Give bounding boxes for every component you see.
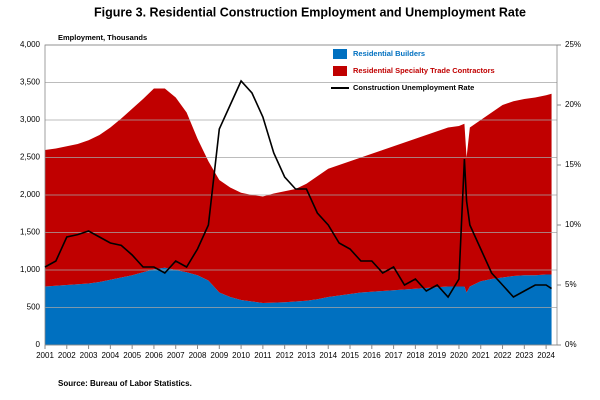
y-tick-label: 500: [27, 303, 41, 312]
area: [45, 267, 552, 345]
y-tick-label: 3,000: [20, 115, 41, 124]
legend-label: Residential Builders: [353, 49, 425, 58]
source: Source: Bureau of Labor Statistics.: [58, 379, 192, 388]
chart-title: Figure 3. Residential Construction Emplo…: [94, 5, 526, 19]
x-tick-label: 2012: [276, 351, 294, 360]
y2-tick-label: 0%: [565, 340, 577, 349]
x-tick-label: 2010: [232, 351, 250, 360]
x-tick-label: 2015: [341, 351, 359, 360]
y2-tick-label: 25%: [565, 40, 581, 49]
x-tick-label: 2019: [428, 351, 446, 360]
x-tick-label: 2002: [58, 351, 76, 360]
legend-label: Construction Unemployment Rate: [353, 83, 474, 92]
x-tick-label: 2014: [319, 351, 337, 360]
line: [44, 79, 552, 299]
x-tick-label: 2017: [385, 351, 403, 360]
x-tick-label: 2021: [472, 351, 490, 360]
y2-tick-label: 10%: [565, 220, 581, 229]
legend-swatch: [333, 49, 347, 59]
y-tick-label: 2,000: [20, 190, 41, 199]
y2-tick-label: 5%: [565, 280, 577, 289]
y-tick-label: 3,500: [20, 78, 41, 87]
x-tick-label: 2005: [123, 351, 141, 360]
x-tick-label: 2016: [363, 351, 381, 360]
x-tick-label: 2018: [406, 351, 424, 360]
plot-frame: [44, 44, 558, 346]
area: [45, 88, 552, 303]
y-tick-label: 0: [36, 340, 41, 349]
y-axis-label: Employment, Thousands: [58, 33, 147, 42]
x-tick-label: 2003: [80, 351, 98, 360]
y2-tick-label: 15%: [565, 160, 581, 169]
x-tick-label: 2022: [494, 351, 512, 360]
x-tick-label: 2009: [210, 351, 228, 360]
legend-swatch: [333, 66, 347, 76]
x-tick-label: 2001: [36, 351, 54, 360]
y-tick-label: 1,000: [20, 265, 41, 274]
y-tick-label: 1,500: [20, 228, 41, 237]
y2-tick-label: 20%: [565, 100, 581, 109]
x-tick-label: 2024: [537, 351, 555, 360]
x-tick-label: 2008: [189, 351, 207, 360]
y-tick-label: 4,000: [20, 40, 41, 49]
x-tick-label: 2006: [145, 351, 163, 360]
y-tick-label: 2,500: [20, 153, 41, 162]
x-tick-label: 2020: [450, 351, 468, 360]
x-tick-label: 2004: [101, 351, 119, 360]
legend-label: Residential Specialty Trade Contractors: [353, 66, 495, 75]
x-tick-label: 2011: [254, 351, 272, 360]
x-tick-label: 2013: [298, 351, 316, 360]
x-tick-label: 2007: [167, 351, 185, 360]
x-tick-label: 2023: [515, 351, 533, 360]
